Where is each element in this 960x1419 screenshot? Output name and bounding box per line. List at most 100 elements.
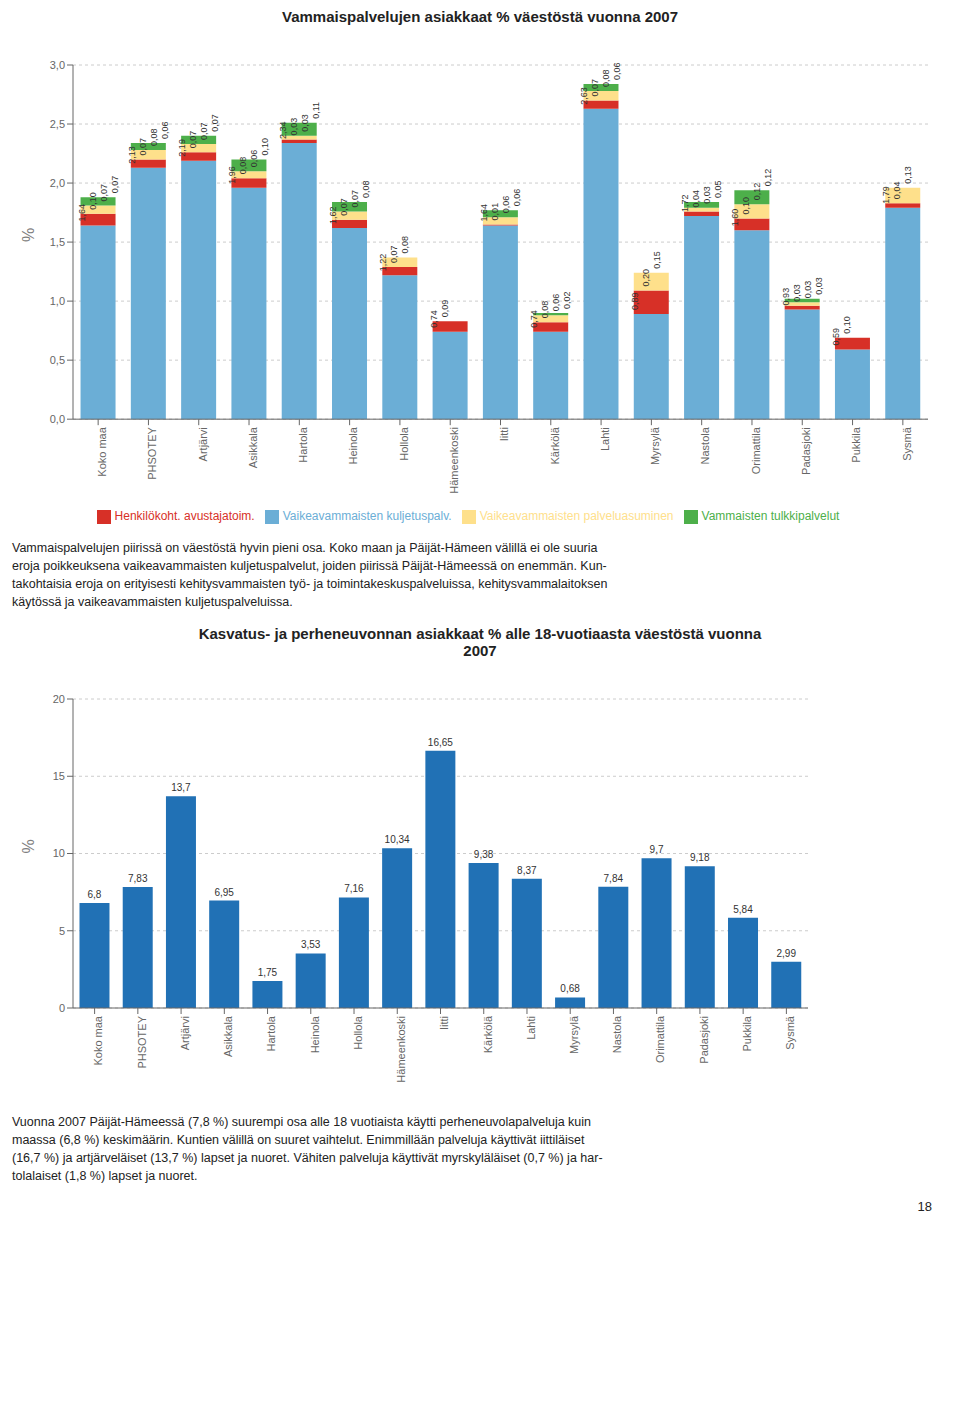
svg-text:0,68: 0,68 [560,983,580,994]
svg-text:1,64: 1,64 [479,204,489,222]
svg-text:6,95: 6,95 [214,887,234,898]
svg-text:2,19: 2,19 [177,139,187,157]
svg-text:20: 20 [53,693,65,705]
svg-text:1,79: 1,79 [881,186,891,204]
svg-text:Hollola: Hollola [398,426,410,461]
svg-text:Koko maa: Koko maa [92,1015,104,1065]
svg-text:0,10: 0,10 [741,197,751,215]
svg-text:Orimattila: Orimattila [654,1015,666,1063]
svg-text:13,7: 13,7 [171,782,191,793]
svg-text:0,10: 0,10 [260,138,270,156]
svg-text:Heinola: Heinola [309,1015,321,1053]
svg-text:0,12: 0,12 [752,183,762,201]
svg-text:7,16: 7,16 [344,883,364,894]
svg-text:2,5: 2,5 [50,118,65,130]
svg-text:0,10: 0,10 [842,316,852,334]
svg-text:16,65: 16,65 [428,737,453,748]
svg-text:10,34: 10,34 [385,834,410,845]
svg-text:PHSOTEY: PHSOTEY [136,1015,148,1068]
svg-text:0,06: 0,06 [501,196,511,214]
svg-text:Sysmä: Sysmä [784,1015,796,1050]
svg-text:Lahti: Lahti [599,427,611,451]
svg-text:0,03: 0,03 [289,118,299,136]
svg-text:2,13: 2,13 [127,146,137,164]
svg-text:0,07: 0,07 [110,176,120,194]
svg-text:Kärkölä: Kärkölä [549,426,561,464]
svg-text:9,7: 9,7 [650,844,664,855]
svg-text:0,04: 0,04 [691,190,701,208]
svg-text:0,03: 0,03 [803,281,813,299]
svg-text:0,07: 0,07 [350,190,360,208]
svg-text:0,03: 0,03 [702,186,712,204]
svg-text:0,13: 0,13 [903,166,913,184]
svg-text:0,06: 0,06 [612,62,622,80]
svg-text:Pukkila: Pukkila [741,1015,753,1051]
svg-text:0,07: 0,07 [199,123,209,141]
svg-text:0,06: 0,06 [249,150,259,168]
svg-text:2,0: 2,0 [50,177,65,189]
svg-text:0,06: 0,06 [160,121,170,139]
svg-text:0,04: 0,04 [892,182,902,200]
svg-text:Pukkila: Pukkila [850,426,862,462]
svg-text:7,83: 7,83 [128,873,148,884]
svg-text:0,07: 0,07 [138,138,148,156]
svg-text:0,20: 0,20 [641,269,651,287]
svg-text:0: 0 [59,1002,65,1014]
svg-text:Myrsylä: Myrsylä [649,426,661,465]
svg-text:PHSOTEY: PHSOTEY [146,427,158,480]
svg-text:1,22: 1,22 [378,254,388,272]
svg-text:Kärkölä: Kärkölä [482,1015,494,1053]
svg-text:9,18: 9,18 [690,852,710,863]
svg-text:2,99: 2,99 [777,948,797,959]
svg-text:0,89: 0,89 [630,293,640,311]
svg-text:0,5: 0,5 [50,354,65,366]
svg-text:1,72: 1,72 [680,195,690,213]
svg-text:Nastola: Nastola [699,426,711,464]
svg-text:1,75: 1,75 [258,967,278,978]
svg-text:3,0: 3,0 [50,59,65,71]
svg-text:Padasjoki: Padasjoki [698,1016,710,1064]
svg-text:Hollola: Hollola [352,1015,364,1050]
svg-text:Artjärvi: Artjärvi [197,427,209,461]
svg-text:Iitti: Iitti [438,1016,450,1030]
svg-text:15: 15 [53,770,65,782]
svg-text:0,0: 0,0 [50,413,65,425]
svg-text:0,08: 0,08 [149,128,159,146]
svg-text:0,10: 0,10 [88,192,98,210]
svg-text:0,74: 0,74 [529,310,539,328]
svg-text:%: % [20,228,37,242]
svg-text:0,06: 0,06 [512,189,522,207]
svg-text:0,93: 0,93 [781,288,791,306]
svg-text:Artjärvi: Artjärvi [179,1016,191,1050]
svg-text:2,34: 2,34 [278,121,288,139]
svg-text:0,59: 0,59 [831,328,841,346]
svg-text:0,03: 0,03 [300,114,310,132]
svg-text:0,08: 0,08 [400,236,410,254]
svg-text:5: 5 [59,925,65,937]
svg-text:1,64: 1,64 [77,204,87,222]
svg-text:0,07: 0,07 [188,131,198,149]
svg-text:0,09: 0,09 [440,300,450,318]
svg-text:0,07: 0,07 [590,79,600,97]
svg-text:Asikkala: Asikkala [247,426,259,468]
svg-text:Lahti: Lahti [525,1016,537,1040]
svg-text:Iitti: Iitti [498,427,510,441]
svg-text:0,06: 0,06 [551,294,561,312]
svg-text:Sysmä: Sysmä [901,426,913,461]
svg-text:0,03: 0,03 [814,277,824,295]
svg-text:1,62: 1,62 [328,206,338,224]
svg-text:0,12: 0,12 [763,169,773,187]
svg-text:5,84: 5,84 [733,904,753,915]
svg-text:0,05: 0,05 [713,180,723,198]
svg-text:1,0: 1,0 [50,295,65,307]
svg-text:Hartola: Hartola [265,1015,277,1051]
svg-text:8,37: 8,37 [517,865,537,876]
svg-text:Asikkala: Asikkala [222,1015,234,1057]
svg-text:Koko maa: Koko maa [96,426,108,476]
svg-text:Heinola: Heinola [347,426,359,464]
svg-text:0,15: 0,15 [652,251,662,269]
svg-text:6,8: 6,8 [88,889,102,900]
svg-text:7,84: 7,84 [604,873,624,884]
svg-text:0,01: 0,01 [490,203,500,221]
svg-text:0,03: 0,03 [792,284,802,302]
